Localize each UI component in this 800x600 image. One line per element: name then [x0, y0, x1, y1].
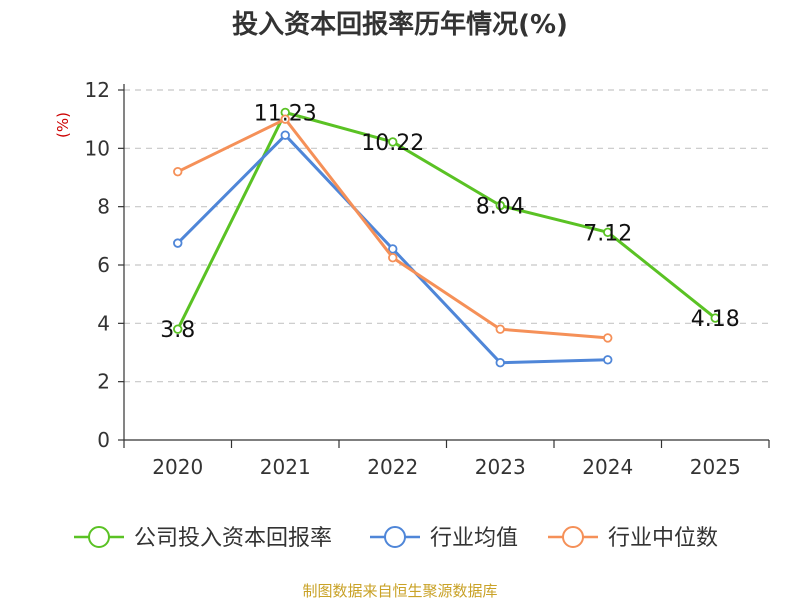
data-label: 10.22	[361, 131, 424, 156]
data-point	[388, 137, 398, 147]
x-tick-label: 2024	[582, 455, 633, 479]
data-point	[495, 200, 505, 211]
legend-label: 行业中位数	[608, 526, 718, 551]
x-tick-label: 2025	[690, 455, 741, 479]
y-axis-unit: (%)	[54, 112, 72, 138]
data-label: 11.23	[254, 101, 317, 126]
data-point	[710, 313, 720, 323]
x-tick-label: 2022	[367, 455, 418, 479]
data-label: 4.18	[691, 307, 740, 332]
x-tick-label: 2020	[152, 455, 203, 479]
data-point	[388, 253, 398, 263]
data-point	[495, 324, 505, 334]
y-tick-label: 10	[85, 136, 110, 160]
data-point	[280, 114, 290, 124]
data-point	[603, 227, 613, 238]
x-tick-label: 2023	[475, 455, 526, 479]
x-tick-label: 2021	[260, 455, 311, 479]
legend-swatch-marker	[88, 526, 110, 548]
y-tick-label: 6	[97, 253, 110, 277]
data-point	[388, 244, 398, 254]
y-tick-label: 0	[97, 428, 110, 452]
series-line-1	[176, 111, 717, 330]
data-point	[495, 358, 505, 368]
source-note: 制图数据来自恒生聚源数据库	[302, 582, 497, 600]
legend-item: 行业中位数	[548, 526, 718, 551]
data-label: 8.04	[476, 195, 525, 220]
y-tick-label: 4	[97, 311, 110, 335]
data-point	[603, 355, 613, 365]
chart-title: 投入资本回报率历年情况(%)	[232, 9, 568, 40]
legend-swatch-marker	[562, 526, 584, 548]
data-label: 3.8	[160, 318, 195, 343]
legend-label: 公司投入资本回报率	[134, 526, 332, 551]
axes: 0 2 4 6 8 10 12 2020 2021 2022 2023 2024 2025	[85, 78, 770, 479]
data-point	[173, 166, 183, 177]
data-label: 7.12	[583, 221, 632, 246]
legend-item: 公司投入资本回报率	[74, 526, 332, 551]
data-point	[603, 333, 613, 343]
legend-label: 行业均值	[430, 526, 518, 551]
legend-item: 行业均值	[370, 526, 518, 551]
data-point	[173, 238, 183, 248]
legend: 公司投入资本回报率 行业均值 行业中位数	[74, 526, 718, 551]
grid-lines	[124, 89, 769, 383]
series-lines	[173, 107, 720, 368]
data-labels: 3.8 11.23 10.22 8.04 7.12 4.18	[160, 101, 739, 343]
y-tick-label: 12	[85, 78, 110, 102]
y-tick-label: 2	[97, 370, 110, 394]
y-tick-label: 8	[97, 195, 110, 219]
data-point	[280, 130, 290, 140]
legend-swatch-marker	[384, 526, 406, 548]
data-point	[173, 324, 183, 334]
